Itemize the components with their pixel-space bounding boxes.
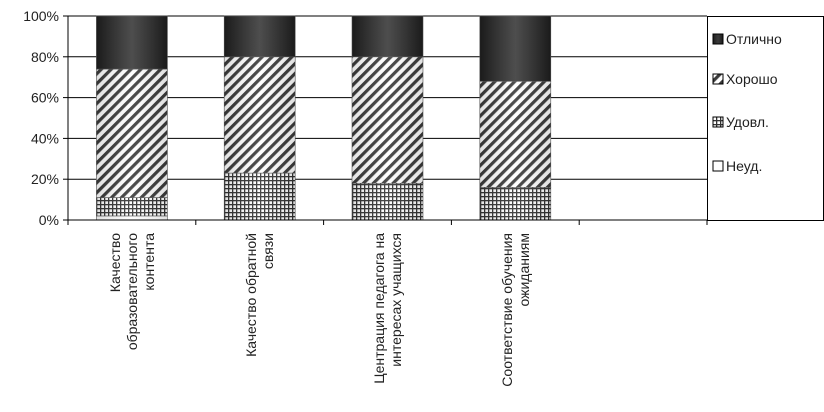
y-tick-label: 20% [31, 171, 59, 187]
x-category-label-line: интересах учащихся [388, 233, 404, 367]
x-category-label: Центрация педагога наинтересах учащихся [371, 233, 404, 384]
bar-shade [479, 16, 551, 220]
x-category-label-line: Качество [107, 233, 123, 292]
x-category-label-line: Центрация педагога на [371, 233, 387, 384]
y-tick-label: 40% [31, 130, 59, 146]
x-category-label: Качество обратнойсвязи [243, 233, 276, 357]
legend-label: Неуд. [726, 158, 762, 174]
x-category-label-line: ожиданиям [516, 233, 532, 307]
legend: Отлично Хорошо Удовл. Неуд. [707, 16, 824, 221]
legend-label: Отлично [726, 31, 782, 47]
legend-label: Удовл. [726, 114, 769, 130]
x-category-label: Качествообразовательногоконтента [107, 233, 157, 350]
x-category-label-line: Соответствие обучения [499, 233, 515, 387]
legend-swatch [712, 33, 724, 45]
axes: 0% 20% 40% 60% 80% 100% Качествообразовательно… [23, 8, 708, 387]
x-category-label: Соответствие обученияожиданиям [499, 233, 532, 387]
y-tick-label: 60% [31, 90, 59, 106]
x-category-label-line: контента [141, 233, 157, 291]
bar-shade [352, 16, 423, 220]
y-tick-label: 0% [39, 212, 59, 228]
legend-swatch [712, 160, 724, 172]
bar-shade [224, 16, 296, 220]
y-tick-label: 100% [23, 8, 59, 24]
x-category-label-line: Качество обратной [243, 233, 259, 357]
bar-shade [96, 16, 168, 220]
legend-swatch [712, 73, 724, 85]
bars [96, 15, 552, 221]
x-category-label-line: связи [260, 233, 276, 269]
legend-label: Хорошо [726, 71, 778, 87]
legend-swatch [712, 116, 724, 128]
x-category-label-line: образовательного [124, 233, 140, 350]
legend-box [707, 16, 824, 221]
y-tick-label: 80% [31, 49, 59, 65]
